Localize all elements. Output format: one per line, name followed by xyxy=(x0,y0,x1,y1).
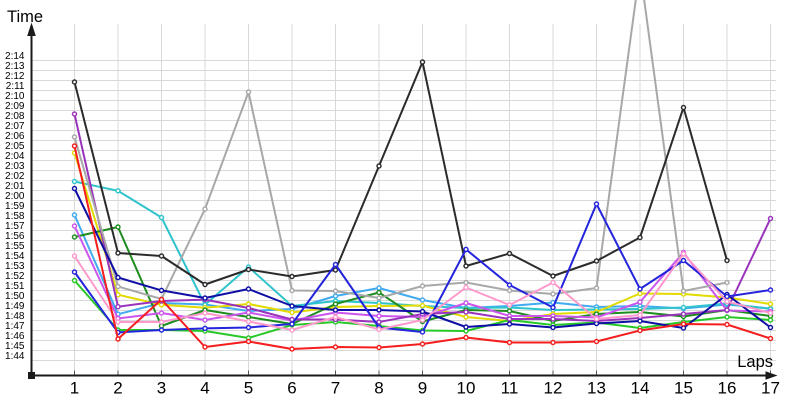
svg-text:2:04: 2:04 xyxy=(5,151,25,162)
svg-text:13: 13 xyxy=(587,379,606,398)
svg-text:1:48: 1:48 xyxy=(5,311,25,322)
svg-text:2:01: 2:01 xyxy=(5,181,25,192)
svg-text:2:13: 2:13 xyxy=(5,61,25,72)
svg-text:1:58: 1:58 xyxy=(5,211,25,222)
svg-text:1:55: 1:55 xyxy=(5,241,25,252)
svg-text:1:53: 1:53 xyxy=(5,261,25,272)
svg-text:11: 11 xyxy=(501,379,519,398)
svg-text:2:12: 2:12 xyxy=(5,71,25,82)
svg-text:3: 3 xyxy=(157,379,166,398)
svg-text:4: 4 xyxy=(200,379,209,398)
svg-text:2:14: 2:14 xyxy=(5,51,25,62)
svg-text:5: 5 xyxy=(244,379,253,398)
svg-text:2: 2 xyxy=(113,379,122,398)
svg-text:1:59: 1:59 xyxy=(5,201,25,212)
svg-text:2:07: 2:07 xyxy=(5,121,25,132)
svg-text:16: 16 xyxy=(718,379,737,398)
svg-text:1:52: 1:52 xyxy=(5,271,25,282)
svg-text:10: 10 xyxy=(457,379,476,398)
svg-text:1:45: 1:45 xyxy=(5,341,25,352)
svg-text:2:10: 2:10 xyxy=(5,91,25,102)
svg-text:2:09: 2:09 xyxy=(5,101,25,112)
svg-text:2:03: 2:03 xyxy=(5,161,25,172)
svg-text:17: 17 xyxy=(761,379,780,398)
svg-text:12: 12 xyxy=(544,379,563,398)
svg-text:1:56: 1:56 xyxy=(5,231,25,242)
svg-text:1:46: 1:46 xyxy=(5,331,25,342)
svg-text:9: 9 xyxy=(418,379,427,398)
svg-text:Laps: Laps xyxy=(737,353,773,371)
svg-text:1:50: 1:50 xyxy=(5,291,25,302)
svg-text:2:05: 2:05 xyxy=(5,141,25,152)
svg-text:15: 15 xyxy=(674,379,693,398)
svg-text:2:02: 2:02 xyxy=(5,171,25,182)
svg-text:1:57: 1:57 xyxy=(5,221,25,232)
svg-text:1:44: 1:44 xyxy=(5,351,25,362)
svg-text:1:49: 1:49 xyxy=(5,301,25,312)
svg-text:Time: Time xyxy=(7,8,43,26)
svg-text:2:08: 2:08 xyxy=(5,111,25,122)
svg-text:6: 6 xyxy=(287,379,296,398)
svg-text:2:00: 2:00 xyxy=(5,191,25,202)
svg-text:14: 14 xyxy=(631,379,650,398)
svg-text:8: 8 xyxy=(374,379,383,398)
svg-text:1:54: 1:54 xyxy=(5,251,25,262)
svg-text:7: 7 xyxy=(331,379,340,398)
svg-text:1:47: 1:47 xyxy=(5,321,25,332)
svg-text:1:51: 1:51 xyxy=(5,281,25,292)
svg-text:2:06: 2:06 xyxy=(5,131,25,142)
svg-text:1: 1 xyxy=(70,379,79,398)
svg-text:2:11: 2:11 xyxy=(6,81,25,92)
